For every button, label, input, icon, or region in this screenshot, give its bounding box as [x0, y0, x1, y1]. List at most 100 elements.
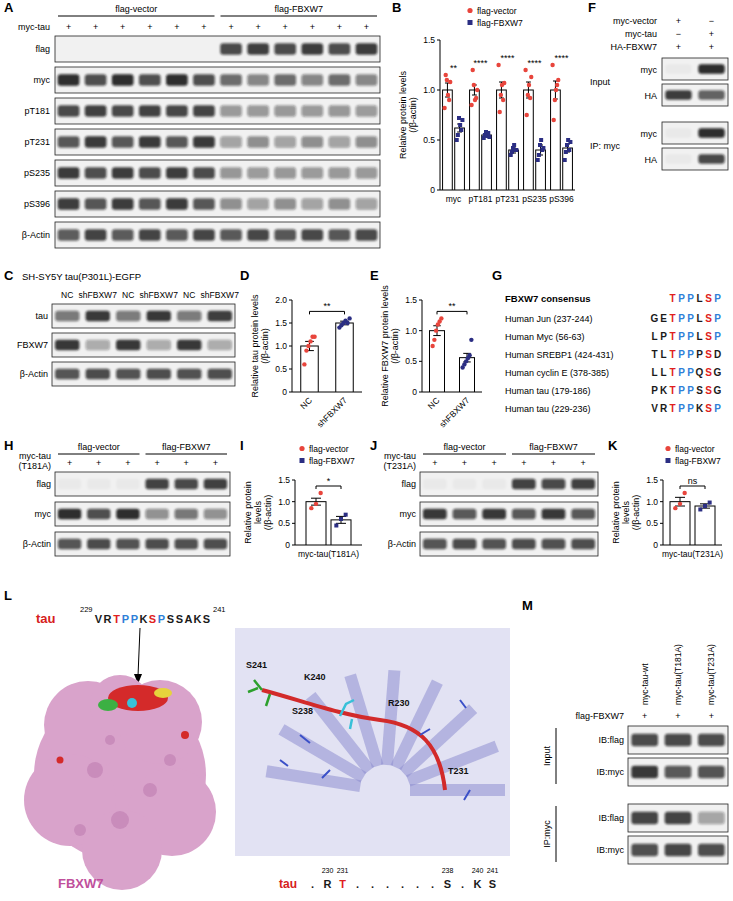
residue-sticks	[280, 700, 470, 800]
band	[58, 105, 80, 116]
band	[631, 766, 658, 778]
error-bar	[526, 82, 531, 98]
lane-mark: +	[521, 458, 526, 468]
residue: .	[311, 878, 314, 890]
band	[571, 479, 595, 490]
residue: T	[669, 331, 675, 342]
band	[301, 43, 323, 54]
section-label: Input	[590, 77, 611, 87]
band	[175, 539, 198, 550]
band	[204, 509, 227, 520]
band	[112, 229, 134, 240]
band	[166, 229, 188, 240]
treatment-line: myc-tau	[384, 451, 416, 461]
motif-sequence: LPTPPLSP	[651, 331, 721, 342]
row-label: pS235	[24, 168, 50, 178]
lane-mark: +	[154, 458, 159, 468]
residue: P	[651, 385, 658, 396]
band	[329, 229, 351, 240]
motif-label: Human SREBP1 (424-431)	[505, 350, 614, 360]
y-tick	[419, 300, 422, 301]
band	[87, 539, 110, 550]
panel-letter: D	[240, 268, 249, 283]
blot-frame	[628, 726, 728, 754]
y-tick-label: 1.0	[646, 497, 658, 507]
data-point	[444, 73, 448, 77]
band	[631, 812, 658, 824]
band	[247, 136, 269, 147]
group-line	[146, 454, 228, 455]
lane-mark: +	[642, 711, 647, 721]
residue: G	[651, 313, 659, 324]
band	[58, 509, 81, 520]
lane-mark: −	[676, 29, 681, 39]
lane-mark: +	[228, 22, 233, 32]
band	[86, 311, 110, 322]
lane-mark: +	[201, 22, 206, 32]
residue: V	[95, 613, 103, 625]
blot	[662, 148, 728, 170]
residue: K	[474, 878, 482, 890]
blot	[52, 362, 235, 386]
band	[571, 539, 595, 550]
lane-mark: +	[432, 458, 437, 468]
residue: S	[705, 331, 712, 342]
significance: *	[327, 476, 331, 486]
band	[274, 136, 296, 147]
data-point	[552, 118, 556, 122]
band	[665, 64, 691, 74]
band	[204, 539, 227, 550]
band	[301, 198, 323, 209]
residue-label: S238	[292, 706, 313, 716]
y-axis-title-line: (/β-actin)	[263, 495, 273, 531]
band	[145, 479, 168, 490]
band	[571, 509, 595, 520]
blot-frame	[662, 58, 728, 80]
lane-mark: +	[581, 458, 586, 468]
legend-label: flag-FBXW7	[477, 18, 523, 28]
band	[301, 167, 323, 178]
ribbon-background	[235, 628, 510, 856]
y-tick	[660, 480, 663, 481]
residue: S	[203, 613, 210, 625]
band	[112, 74, 134, 85]
legend-label: flag-vector	[309, 444, 349, 454]
y-tick	[437, 140, 440, 141]
y-tick	[437, 190, 440, 191]
lane-mark: +	[213, 458, 218, 468]
motif-sequence: TLTPPPSD	[651, 349, 721, 360]
y-tick-label: 1.5	[275, 318, 287, 328]
blot-frame	[628, 836, 728, 864]
band	[329, 105, 351, 116]
y-tick	[289, 369, 292, 370]
data-point	[703, 504, 707, 508]
band	[542, 539, 566, 550]
bar	[551, 90, 561, 190]
significance: **	[448, 301, 456, 311]
band	[453, 509, 477, 520]
blot	[662, 84, 728, 106]
band	[512, 539, 536, 550]
data-point	[471, 68, 475, 72]
band	[55, 311, 79, 322]
lane-mark: +	[93, 22, 98, 32]
surface-texture	[111, 811, 129, 829]
band	[356, 167, 378, 178]
bar	[443, 90, 453, 190]
y-axis	[663, 480, 664, 545]
marks	[306, 491, 351, 545]
treatment-label: flag-FBXW7	[575, 711, 624, 721]
data-point	[487, 135, 491, 139]
band	[329, 74, 351, 85]
residue-patch	[127, 698, 137, 708]
lane-mark: +	[709, 29, 714, 39]
data-point	[344, 513, 348, 517]
error-bar	[336, 516, 346, 523]
residue: S	[149, 613, 156, 625]
protein-surface	[24, 675, 216, 890]
significance: ns	[688, 476, 698, 486]
band	[175, 509, 198, 520]
band	[87, 509, 110, 520]
legend-marker	[665, 446, 670, 451]
row-label: FBXW7	[17, 340, 48, 350]
